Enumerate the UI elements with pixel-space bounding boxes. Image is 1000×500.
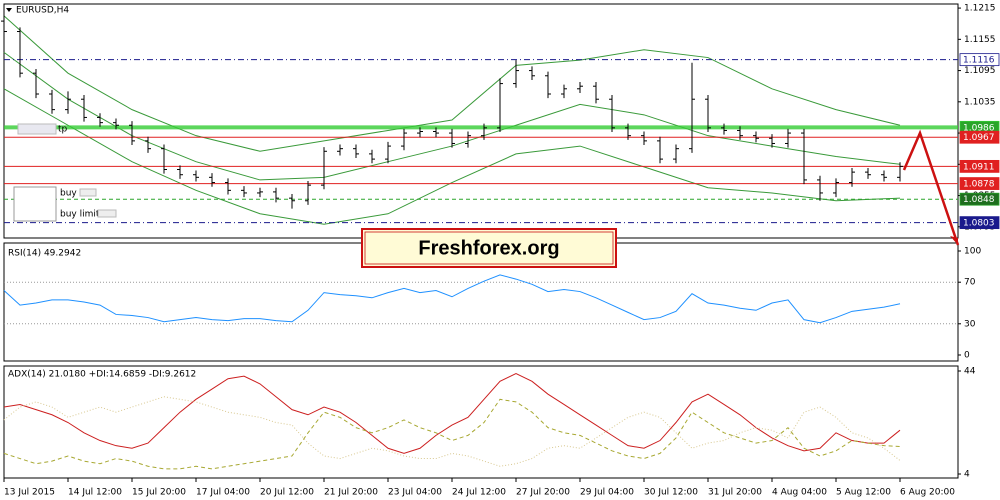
level-label-box: [959, 53, 1000, 67]
level-label: 1.1116: [963, 56, 995, 66]
level-label-box: [959, 216, 1000, 230]
level-label-box: [959, 192, 1000, 206]
level-label: 1.0967: [963, 133, 995, 143]
x-tick-label: 29 Jul 04:00: [580, 488, 634, 498]
x-tick-label: 4 Aug 04:00: [772, 488, 827, 498]
bollinger-lower: [3, 88, 901, 225]
watermark-box: [361, 228, 617, 268]
arrow-head: [950, 236, 958, 245]
indicator-line: [3, 398, 901, 470]
x-tick-label: 17 Jul 04:00: [196, 488, 250, 498]
watermark: Freshforex.org: [418, 237, 559, 259]
y-tick-label: 100: [964, 247, 981, 257]
x-tick-label: 27 Jul 20:00: [516, 488, 570, 498]
x-tick-label: 20 Jul 12:00: [260, 488, 314, 498]
order-box: [13, 186, 57, 222]
x-tick-label: 14 Jul 12:00: [68, 488, 122, 498]
level-label: 1.0878: [963, 180, 995, 190]
y-tick-label: 1.1095: [964, 66, 996, 76]
y-tick-label: 1.1215: [964, 4, 996, 14]
x-tick-label: 6 Aug 20:00: [900, 488, 955, 498]
symbol-menu-icon[interactable]: [6, 8, 12, 12]
level-label-box: [959, 159, 1000, 173]
buy-limit-label: buy limit: [60, 210, 100, 220]
adx-title: ADX(14) 21.0180 +DI:14.6859 -DI:9.2612: [8, 370, 196, 380]
buy-value-box: [79, 188, 97, 197]
symbol-title: EURUSD,H4: [16, 6, 69, 16]
x-tick-label: 13 Jul 2015: [4, 488, 55, 498]
plot-layer: 1.12151.11551.10951.10351.09751.09151.08…: [1, 4, 1000, 498]
indicator-line: [3, 274, 901, 324]
y-tick-label: 4: [964, 470, 970, 480]
y-tick-label: 70: [964, 278, 976, 288]
adx-panel: [3, 365, 959, 479]
buy-limit-value-box: [97, 209, 117, 218]
level-label: 1.0803: [963, 219, 995, 229]
x-tick-label: 31 Jul 20:00: [708, 488, 762, 498]
x-tick-label: 21 Jul 20:00: [324, 488, 378, 498]
y-tick-label: 0: [964, 351, 970, 361]
x-tick-label: 30 Jul 12:00: [644, 488, 698, 498]
x-tick-label: 24 Jul 12:00: [452, 488, 506, 498]
y-tick-label: 1.1035: [964, 97, 996, 107]
x-tick-label: 23 Jul 04:00: [388, 488, 442, 498]
y-tick-label: 44: [964, 367, 976, 377]
x-tick-label: 15 Jul 20:00: [132, 488, 186, 498]
rsi-title: RSI(14) 49.2942: [8, 249, 81, 259]
bollinger-upper: [3, 15, 901, 152]
level-label: 1.0911: [963, 162, 995, 172]
y-tick-label: 30: [964, 319, 976, 329]
x-tick-label: 5 Aug 12:00: [836, 488, 891, 498]
level-label: 1.0986: [963, 123, 995, 133]
buy-label: buy: [60, 189, 77, 199]
level-label-box: [959, 130, 1000, 144]
tp-box: [17, 123, 57, 135]
level-label: 1.0848: [963, 195, 995, 205]
watermark-inner: [364, 231, 614, 265]
level-label-box: [959, 177, 1000, 190]
indicator-line: [3, 373, 901, 454]
tp-label: tp: [58, 125, 68, 135]
y-tick-label: 1.1155: [964, 35, 996, 45]
forecast-arrow: [902, 129, 960, 246]
indicator-line: [3, 396, 901, 467]
